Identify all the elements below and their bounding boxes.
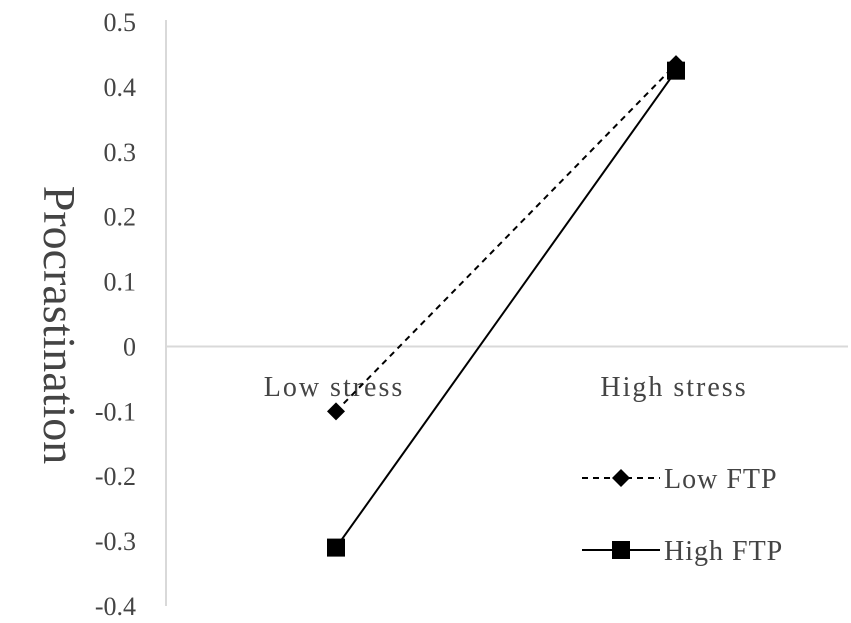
y-tick-label: -0.2: [95, 462, 136, 491]
y-tick-label: 0: [123, 332, 136, 361]
series: [327, 55, 685, 557]
data-point: [667, 61, 685, 80]
y-axis-label: Procrastination: [34, 186, 85, 465]
y-tick-label: 0.1: [104, 268, 137, 297]
y-tick-labels: 0.5 0.4 0.3 0.2 0.1 0 -0.1 -0.2 -0.3 -0.4: [95, 8, 136, 621]
legend-marker: [612, 469, 630, 487]
y-tick-label: -0.1: [95, 397, 136, 426]
y-tick-label: -0.3: [95, 527, 136, 556]
y-tick-label: 0.5: [104, 8, 137, 37]
data-point: [327, 402, 345, 421]
x-category-label: High stress: [600, 372, 747, 403]
legend-label: High FTP: [664, 536, 783, 567]
series-high-ftp: [327, 61, 685, 557]
series-line: [335, 70, 677, 549]
y-tick-label: 0.4: [104, 73, 137, 102]
axes: [165, 20, 848, 606]
data-point: [327, 538, 345, 557]
x-category-label: Low stress: [264, 372, 405, 403]
legend-marker: [612, 541, 630, 559]
series-line: [335, 63, 677, 413]
y-tick-label: 0.3: [104, 138, 137, 167]
legend-item: High FTP: [582, 536, 783, 567]
y-tick-label: 0.2: [104, 203, 137, 232]
legend-item: Low FTP: [582, 464, 778, 495]
legend: Low FTP High FTP: [582, 464, 783, 567]
legend-label: Low FTP: [664, 464, 778, 495]
series-low-ftp: [327, 55, 685, 421]
y-tick-label: -0.4: [95, 592, 136, 621]
category-labels: Low stress High stress: [264, 372, 747, 403]
